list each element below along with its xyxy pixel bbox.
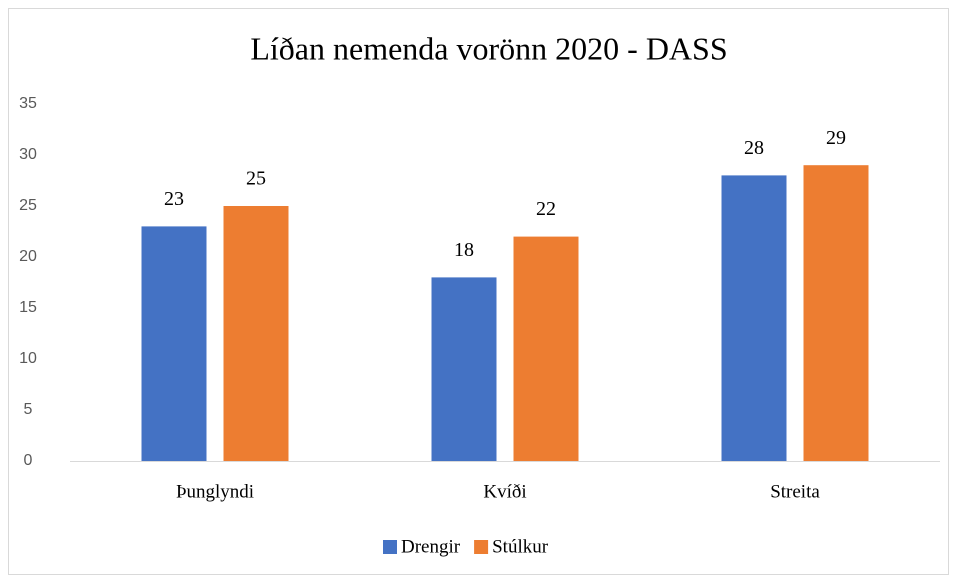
bar — [721, 175, 787, 461]
y-tick-label: 35 — [19, 95, 37, 112]
y-tick-label: 15 — [19, 299, 37, 316]
data-label: 22 — [536, 198, 556, 220]
data-label: 25 — [246, 168, 266, 190]
x-tick-label: Streita — [770, 481, 820, 502]
legend-label: Stúlkur — [492, 536, 549, 557]
bar — [141, 226, 207, 461]
bar — [223, 206, 289, 461]
y-tick-label: 10 — [19, 350, 37, 367]
x-tick-label: Kvíði — [483, 481, 526, 502]
legend-swatch — [383, 540, 397, 554]
data-label: 23 — [164, 188, 184, 210]
y-tick-label: 25 — [19, 197, 37, 214]
bar — [513, 236, 579, 461]
y-tick-label: 5 — [24, 401, 33, 418]
y-tick-label: 30 — [19, 146, 37, 163]
legend-swatch — [474, 540, 489, 554]
data-label: 28 — [744, 137, 764, 159]
x-tick-label: Þunglyndi — [176, 481, 254, 502]
y-tick-label: 0 — [24, 452, 33, 469]
legend-label: Drengir — [401, 536, 461, 557]
bar — [803, 165, 869, 461]
data-label: 29 — [826, 127, 846, 149]
data-label: 18 — [454, 239, 474, 261]
bar — [431, 277, 497, 461]
y-tick-label: 20 — [19, 248, 37, 265]
chart-title: Líðan nemenda vorönn 2020 - DASS — [250, 30, 727, 66]
